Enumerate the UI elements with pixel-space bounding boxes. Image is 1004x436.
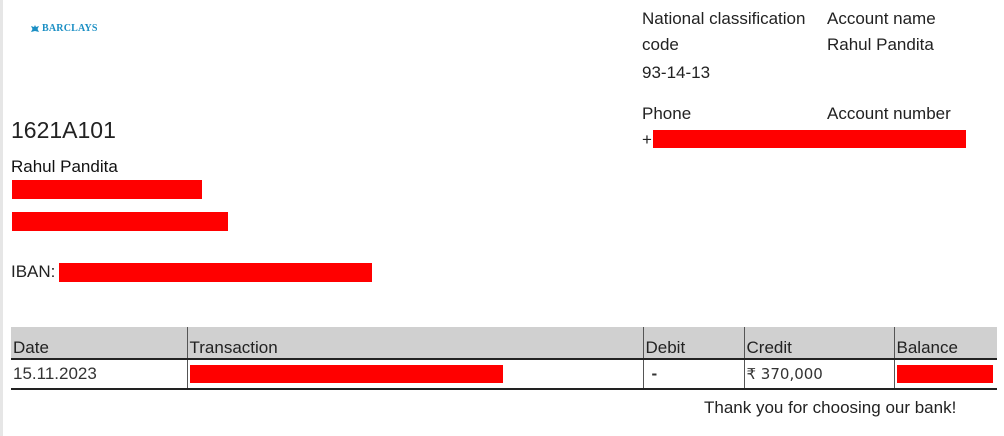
account-holder-name: Rahul Pandita [11,157,118,176]
statement-reference: 1621A101 [11,117,116,143]
account-number-label: Account number [827,104,951,123]
page-edge [0,0,3,436]
row-balance [894,359,997,390]
redacted-iban [59,263,372,282]
table-row: 15.11.2023 - ₹ 370,000 [11,359,997,390]
header-transaction: Transaction [187,327,644,360]
redacted-address-line-1 [12,180,202,199]
transactions-table: Date Transaction Debit Credit Balance 15… [11,327,997,390]
account-name-label: Account name [827,9,936,28]
redacted-phone-number [653,130,966,148]
bank-logo: BARCLAYS [30,23,98,34]
logo-text: BARCLAYS [42,23,98,34]
row-credit: ₹ 370,000 [744,359,895,390]
sort-code-label: National classification code [642,9,806,54]
header-debit: Debit [643,327,745,360]
row-date: 15.11.2023 [11,359,188,390]
eagle-icon [30,24,40,34]
account-name-value: Rahul Pandita [827,35,934,54]
sort-code-value: 93-14-13 [642,63,711,82]
header-balance: Balance [894,327,997,360]
thank-you-message: Thank you for choosing our bank! [704,398,957,417]
phone-prefix: + [642,130,652,149]
redacted-address-line-2 [12,212,228,231]
phone-label: Phone [642,104,692,123]
table-header-row: Date Transaction Debit Credit Balance [11,327,997,360]
row-debit: - [643,359,745,390]
row-transaction [187,359,644,390]
redacted-balance [896,365,993,383]
redacted-transaction [189,365,503,383]
iban-label: IBAN: [11,262,56,281]
header-date: Date [11,327,188,360]
header-credit: Credit [744,327,895,360]
